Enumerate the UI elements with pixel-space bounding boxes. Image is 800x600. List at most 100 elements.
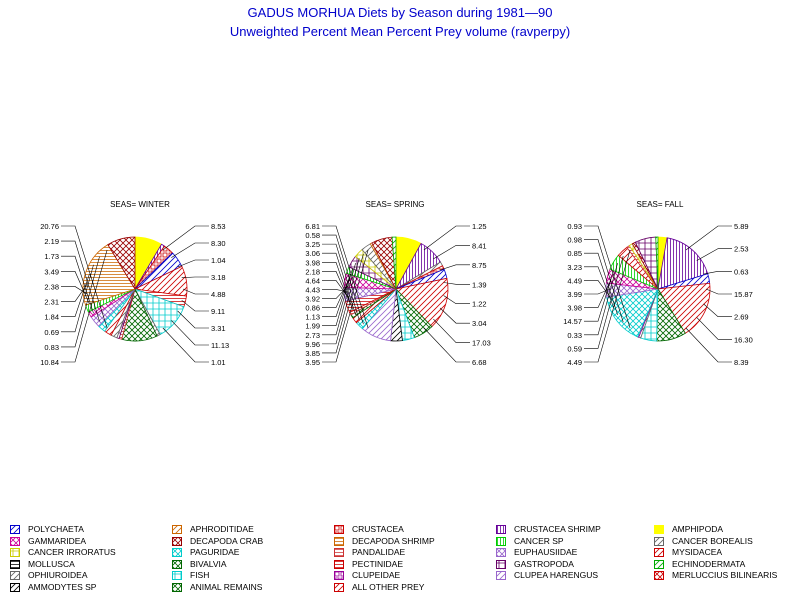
legend-label: POLYCHAETA (28, 524, 84, 534)
leader-line (61, 249, 108, 363)
legend-swatch (654, 525, 664, 534)
data-label: 0.33 (567, 331, 582, 340)
pie-slice-all-other-prey (657, 282, 711, 334)
data-label: 4.49 (567, 358, 582, 367)
leader-line (584, 271, 614, 322)
legend-swatch (10, 559, 20, 569)
data-label: 8.75 (472, 261, 487, 270)
legend-label: AMMODYTES SP (28, 582, 97, 592)
legend-label: CLUPEA HARENGUS (514, 570, 599, 581)
data-label: 3.18 (211, 273, 226, 282)
data-label: 3.25 (305, 240, 320, 249)
pie-slice-all-other-prey (395, 277, 449, 328)
legend-label: APHRODITIDAE (190, 524, 254, 534)
legend-swatch (654, 571, 664, 581)
leader-line (322, 289, 349, 293)
data-label: 9.11 (211, 307, 225, 316)
legend-swatch (172, 559, 182, 569)
leader-line (584, 279, 612, 308)
data-label: 1.01 (211, 358, 226, 367)
leader-line (703, 303, 732, 317)
leader-line (182, 288, 209, 295)
legend-swatch (654, 548, 664, 558)
legend-swatch (496, 559, 506, 569)
legend-label: DECAPODA SHRIMP (352, 535, 435, 546)
pie-slice-decapoda-shrimp (82, 244, 136, 306)
legend-swatch (172, 525, 182, 534)
legend-swatch (496, 548, 506, 558)
leader-line (322, 279, 350, 308)
data-label: 8.53 (211, 222, 226, 231)
legend-label: PANDALIDAE (352, 547, 406, 558)
legend-label: MOLLUSCA (28, 558, 75, 569)
data-label: 3.99 (567, 290, 582, 299)
panel-title: SEAS= WINTER (110, 200, 170, 209)
panel-title: SEAS= FALL (637, 200, 684, 209)
leader-line (181, 300, 209, 312)
legend-swatch (10, 583, 20, 592)
data-label: 1.04 (211, 256, 226, 265)
data-label: 0.86 (305, 304, 320, 313)
chart-subtitle: Unweighted Percent Mean Percent Prey vol… (229, 24, 571, 39)
data-label: 3.49 (44, 267, 59, 276)
legend-swatch (334, 571, 344, 581)
pie-slice-decapoda-crab (107, 236, 136, 291)
leader-line (696, 248, 732, 261)
data-label: 4.43 (305, 285, 320, 294)
data-label: 3.92 (305, 295, 320, 304)
legend-swatch (172, 583, 182, 592)
legend-swatch (496, 525, 506, 534)
leader-line (440, 264, 470, 271)
leader-line (439, 307, 470, 324)
data-label: 1.13 (305, 313, 320, 322)
data-label: 3.98 (305, 258, 320, 267)
data-label: 3.23 (567, 263, 582, 272)
leader-line (162, 225, 209, 251)
legend-swatch (334, 559, 344, 569)
legend-label: ECHINODERMATA (672, 558, 746, 569)
legend-label: CLUPEIDAE (352, 570, 401, 581)
legend-swatch (10, 525, 20, 534)
leader-line (584, 280, 612, 299)
data-label: 0.63 (734, 267, 749, 276)
data-label: 16.30 (734, 335, 753, 344)
data-label: 6.81 (305, 222, 320, 231)
data-label: 2.38 (44, 282, 59, 291)
data-label: 6.68 (472, 358, 487, 367)
data-label: 2.18 (305, 267, 320, 276)
legend-label: CANCER BOREALIS (672, 535, 753, 546)
data-label: 2.19 (44, 237, 59, 246)
data-label: 4.88 (211, 290, 226, 299)
data-label: 1.22 (472, 300, 487, 309)
pie-slice-echinodermata (391, 236, 397, 290)
leader-line (705, 288, 732, 295)
leader-line (423, 327, 470, 363)
legend-swatch (654, 559, 664, 569)
leader-line (322, 234, 364, 325)
data-label: 9.96 (305, 340, 320, 349)
legend-label: AMPHIPODA (672, 524, 724, 534)
legend-swatch (334, 548, 344, 558)
data-label: 2.73 (305, 331, 320, 340)
leader-line (177, 259, 209, 268)
data-label: 15.87 (734, 290, 753, 299)
legend-swatch (172, 571, 182, 581)
leader-line (322, 253, 364, 354)
pie-slice-crustacea-shrimp (657, 237, 709, 290)
legend-label: BIVALVIA (190, 558, 227, 569)
leader-line (322, 243, 360, 320)
data-label: 0.69 (44, 328, 59, 337)
data-label: 11.13 (211, 341, 229, 350)
legend-swatch (172, 548, 182, 558)
leader-line (584, 249, 631, 363)
data-label: 3.85 (305, 349, 320, 358)
leader-line (584, 255, 624, 349)
data-label: 0.98 (567, 236, 582, 245)
data-label: 8.41 (472, 241, 487, 250)
pie-panel-seas-fall: SEAS= FALL 0.93 0.98 0.85 3.23 4.49 3.99 3.98 14… (563, 200, 753, 367)
data-label: 20.76 (40, 222, 59, 231)
leader-line (433, 318, 470, 343)
leader-line (433, 245, 470, 260)
legend-label: FISH (190, 570, 210, 581)
leader-line (423, 225, 470, 251)
